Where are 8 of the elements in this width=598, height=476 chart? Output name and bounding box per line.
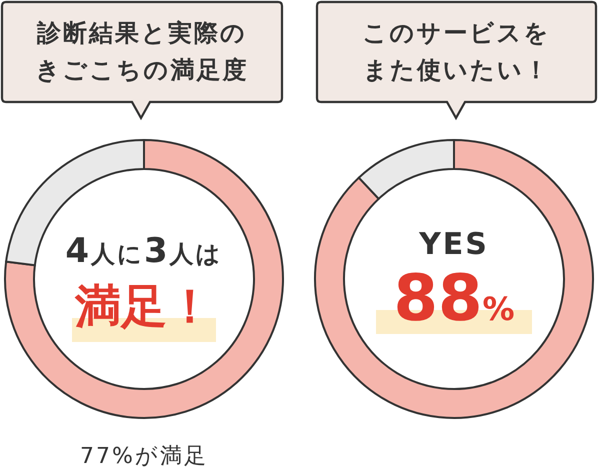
chart-title: このサービスをまた使いたい！ xyxy=(362,18,550,86)
text: 88% xyxy=(393,262,515,336)
chart-title: 診断結果と実際のきごこちの満足度 xyxy=(35,18,249,86)
donut-slice xyxy=(314,139,594,419)
text: 77%が満足 xyxy=(79,444,209,470)
donut-slice xyxy=(4,139,284,419)
text: 満足！ xyxy=(75,279,213,333)
text: YES xyxy=(419,227,489,262)
